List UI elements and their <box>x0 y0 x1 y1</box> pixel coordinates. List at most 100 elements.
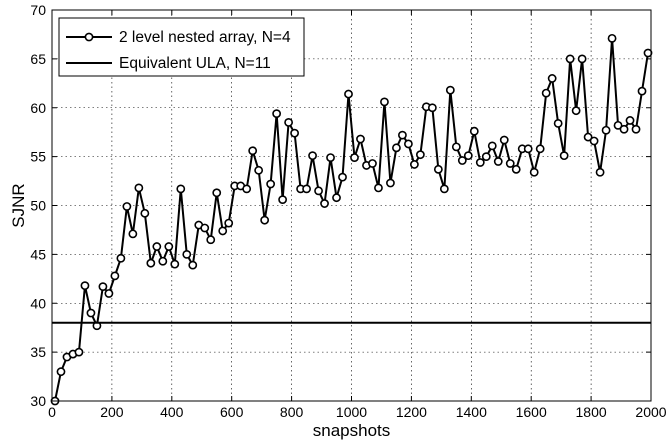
data-point <box>332 193 341 203</box>
data-point <box>356 134 365 144</box>
data-point <box>613 120 623 130</box>
data-point <box>350 153 359 163</box>
data-point <box>74 347 84 357</box>
data-point <box>164 242 174 251</box>
data-point <box>146 258 156 268</box>
data-point <box>320 199 329 208</box>
y-axis-label: SJNR <box>9 183 28 227</box>
data-point <box>368 159 377 168</box>
data-point <box>547 74 557 83</box>
x-axis-label: snapshots <box>313 421 391 440</box>
data-point <box>218 226 228 236</box>
data-point <box>116 253 126 263</box>
data-point <box>158 256 168 266</box>
y-tick-label: 70 <box>30 2 46 18</box>
data-point <box>637 86 647 96</box>
data-point <box>553 118 563 128</box>
legend-label-equivalent-ula: Equivalent ULA, N=11 <box>119 55 271 72</box>
data-point <box>98 282 108 292</box>
data-point <box>86 308 96 318</box>
data-point <box>242 184 252 194</box>
data-point <box>409 160 419 169</box>
data-point <box>140 208 150 218</box>
data-point <box>535 144 545 154</box>
x-tick-label: 200 <box>100 404 124 420</box>
data-point <box>284 118 294 127</box>
data-point <box>415 150 425 160</box>
data-point <box>487 141 497 151</box>
data-point <box>254 165 264 175</box>
data-point <box>380 97 389 107</box>
y-tick-label: 40 <box>30 295 46 311</box>
data-point <box>122 202 132 211</box>
y-tick-label: 65 <box>30 51 46 67</box>
data-point <box>206 235 216 245</box>
data-point <box>224 218 234 228</box>
legend: 2 level nested array, N=4 Equivalent ULA… <box>58 17 305 77</box>
data-point <box>571 106 581 116</box>
data-point <box>260 215 270 225</box>
data-point <box>607 33 617 43</box>
y-tick-label: 30 <box>30 393 46 409</box>
x-tick-label: 600 <box>220 404 244 420</box>
data-point <box>541 88 551 98</box>
y-tick-label: 60 <box>30 100 46 116</box>
data-point <box>631 124 641 134</box>
data-point <box>583 132 593 142</box>
data-point <box>308 151 317 161</box>
y-tick-label: 35 <box>30 344 46 360</box>
data-point <box>152 242 162 251</box>
data-point <box>565 54 575 64</box>
data-point <box>398 130 407 140</box>
legend-label-nested-array: 2 level nested array, N=4 <box>119 29 291 46</box>
data-point <box>302 184 311 194</box>
data-point <box>110 271 120 281</box>
data-point <box>56 367 66 377</box>
data-point <box>451 142 461 152</box>
data-point <box>290 128 299 138</box>
data-point <box>625 116 635 125</box>
data-point <box>338 172 347 182</box>
data-point <box>104 289 114 298</box>
x-tick-label: 0 <box>48 404 56 420</box>
y-tick-label: 50 <box>30 198 46 214</box>
series-layer <box>50 33 653 406</box>
data-point <box>439 184 449 194</box>
data-point <box>463 151 473 161</box>
data-point <box>128 229 138 239</box>
data-point <box>511 164 521 174</box>
data-point <box>170 259 180 269</box>
data-point <box>404 139 413 149</box>
data-point <box>176 184 186 194</box>
data-point <box>272 109 282 119</box>
data-point <box>529 167 539 177</box>
data-point <box>200 223 210 233</box>
series-line-0 <box>54 37 649 402</box>
legend-box <box>58 17 305 77</box>
data-point <box>523 144 533 154</box>
data-point <box>475 158 485 167</box>
data-point <box>643 48 653 58</box>
data-point <box>134 183 144 193</box>
x-tick-label: 800 <box>280 404 304 420</box>
x-tick-label: 1200 <box>396 404 427 420</box>
data-point <box>314 186 323 196</box>
data-point <box>445 85 455 95</box>
x-tick-label: 2000 <box>635 404 666 420</box>
data-point <box>188 260 198 270</box>
data-point <box>182 249 192 259</box>
data-point <box>499 135 509 145</box>
data-point <box>212 188 222 198</box>
data-point <box>619 124 629 134</box>
data-point <box>80 281 90 291</box>
data-point <box>427 103 437 113</box>
x-tick-label: 1400 <box>456 404 487 420</box>
data-point <box>505 159 515 168</box>
data-point <box>559 151 569 161</box>
data-point <box>374 183 383 193</box>
data-point <box>589 136 599 146</box>
data-point <box>457 156 467 165</box>
y-tick-label: 45 <box>30 246 46 262</box>
data-point <box>433 164 443 174</box>
